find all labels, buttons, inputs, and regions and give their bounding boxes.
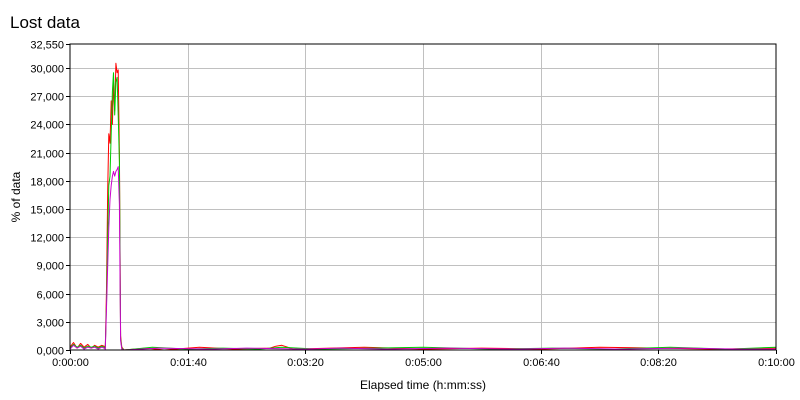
series-line-3 <box>69 166 776 351</box>
y-tick-label: 15,000 <box>30 205 64 217</box>
y-axis: 0,000 3,000 6,000 9,000 12,000 15,000 18,000 21… <box>30 40 70 358</box>
series-layer <box>69 62 777 351</box>
y-tick-label: 12,000 <box>30 233 64 245</box>
x-tick-label: 0:01:40 <box>170 357 207 369</box>
series-line-2 <box>69 72 777 351</box>
y-tick-label: 3,000 <box>36 318 64 330</box>
x-tick-label: 0:10:00 <box>758 357 795 369</box>
series-line-1 <box>69 62 777 351</box>
y-tick-label: 32,550 <box>30 40 64 52</box>
x-tick-label: 0:03:20 <box>287 357 324 369</box>
grid <box>70 44 776 350</box>
y-tick-label: 6,000 <box>36 290 64 302</box>
x-tick-label: 0:08:20 <box>640 357 677 369</box>
chart-title: Lost data <box>10 13 80 32</box>
x-axis: 0:00:00 0:01:40 0:03:20 0:05:00 0:06:40 0:08:… <box>52 350 795 369</box>
y-tick-label: 0,000 <box>36 346 64 358</box>
y-tick-label: 24,000 <box>30 120 64 132</box>
y-tick-label: 21,000 <box>30 149 64 161</box>
x-tick-label: 0:06:40 <box>523 357 560 369</box>
y-tick-label: 18,000 <box>30 177 64 189</box>
y-tick-label: 30,000 <box>30 64 64 76</box>
y-axis-label: % of data <box>9 171 23 222</box>
y-tick-label: 9,000 <box>36 261 64 273</box>
x-tick-label: 0:05:00 <box>405 357 442 369</box>
y-tick-label: 27,000 <box>30 92 64 104</box>
x-axis-label: Elapsed time (h:mm:ss) <box>360 378 486 392</box>
x-tick-label: 0:00:00 <box>52 357 89 369</box>
